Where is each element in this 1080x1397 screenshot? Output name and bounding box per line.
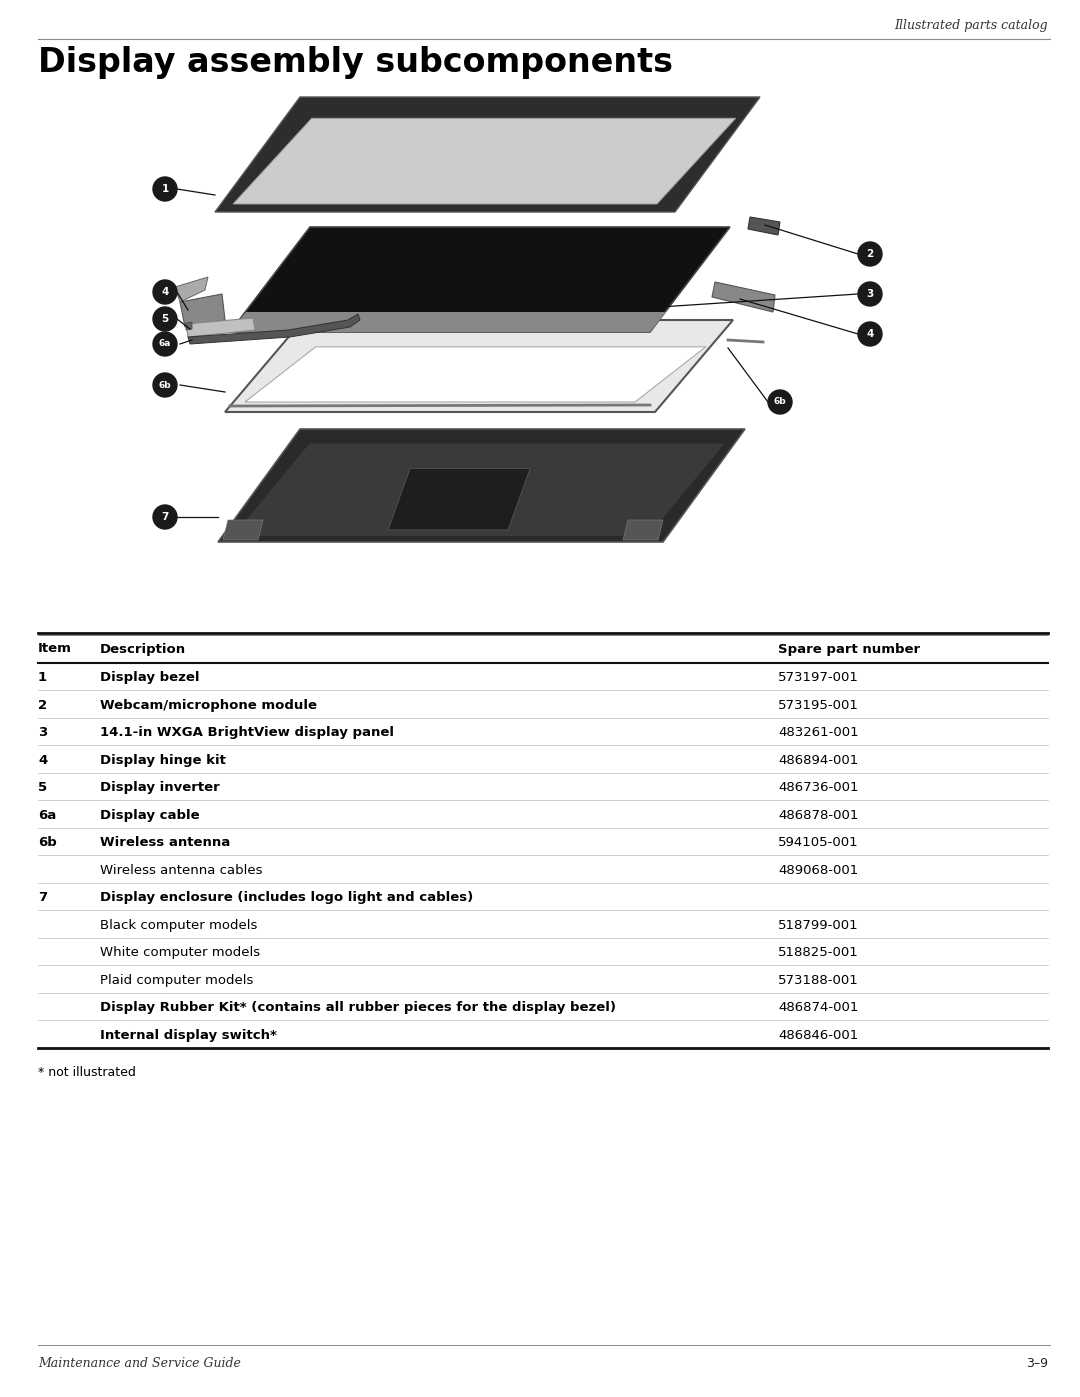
- Circle shape: [858, 242, 882, 265]
- Text: 1: 1: [38, 671, 48, 685]
- Polygon shape: [186, 319, 255, 337]
- Text: 3: 3: [866, 289, 874, 299]
- Text: Display cable: Display cable: [100, 809, 200, 821]
- Text: 594105-001: 594105-001: [778, 837, 859, 849]
- Polygon shape: [748, 217, 780, 235]
- Text: 6a: 6a: [159, 339, 172, 348]
- Text: 6b: 6b: [38, 837, 57, 849]
- Polygon shape: [712, 282, 775, 312]
- Text: 486874-001: 486874-001: [778, 1002, 859, 1014]
- Circle shape: [768, 390, 792, 414]
- Text: Black computer models: Black computer models: [100, 919, 257, 932]
- Text: Display assembly subcomponents: Display assembly subcomponents: [38, 46, 673, 80]
- Polygon shape: [233, 119, 735, 204]
- Polygon shape: [222, 520, 264, 541]
- Text: 573188-001: 573188-001: [778, 974, 859, 986]
- Polygon shape: [230, 226, 730, 332]
- Text: Internal display switch*: Internal display switch*: [100, 1028, 276, 1042]
- Text: * not illustrated: * not illustrated: [38, 1066, 136, 1078]
- Polygon shape: [188, 314, 360, 344]
- Text: Display bezel: Display bezel: [100, 671, 200, 685]
- Polygon shape: [623, 520, 663, 541]
- Text: Wireless antenna cables: Wireless antenna cables: [100, 863, 262, 877]
- Text: Maintenance and Service Guide: Maintenance and Service Guide: [38, 1356, 241, 1370]
- Polygon shape: [245, 346, 705, 402]
- Text: 14.1-in WXGA BrightView display panel: 14.1-in WXGA BrightView display panel: [100, 726, 394, 739]
- Polygon shape: [388, 468, 530, 529]
- Text: Description: Description: [100, 643, 186, 655]
- Text: 6b: 6b: [159, 380, 172, 390]
- Text: 3–9: 3–9: [1026, 1356, 1048, 1370]
- Text: Webcam/microphone module: Webcam/microphone module: [100, 698, 318, 711]
- Text: Illustrated parts catalog: Illustrated parts catalog: [894, 20, 1048, 32]
- Text: 2: 2: [866, 249, 874, 258]
- Text: 483261-001: 483261-001: [778, 726, 859, 739]
- Text: Display inverter: Display inverter: [100, 781, 219, 793]
- Polygon shape: [215, 96, 760, 212]
- Circle shape: [153, 279, 177, 305]
- Circle shape: [858, 321, 882, 346]
- Text: 518799-001: 518799-001: [778, 919, 859, 932]
- Circle shape: [153, 177, 177, 201]
- Text: Item: Item: [38, 643, 72, 655]
- Text: 573197-001: 573197-001: [778, 671, 859, 685]
- Text: 5: 5: [38, 781, 48, 793]
- Text: Display hinge kit: Display hinge kit: [100, 753, 226, 767]
- Text: 486736-001: 486736-001: [778, 781, 859, 793]
- Text: 6b: 6b: [773, 398, 786, 407]
- Text: Display enclosure (includes logo light and cables): Display enclosure (includes logo light a…: [100, 891, 473, 904]
- Text: Wireless antenna: Wireless antenna: [100, 837, 230, 849]
- Text: 518825-001: 518825-001: [778, 946, 859, 960]
- Text: 2: 2: [38, 698, 48, 711]
- Text: 5: 5: [161, 314, 168, 324]
- Polygon shape: [225, 320, 733, 412]
- Text: 489068-001: 489068-001: [778, 863, 859, 877]
- Text: 4: 4: [161, 286, 168, 298]
- Polygon shape: [186, 321, 192, 330]
- Circle shape: [153, 332, 177, 356]
- Text: 4: 4: [866, 330, 874, 339]
- Circle shape: [153, 504, 177, 529]
- Circle shape: [858, 282, 882, 306]
- Polygon shape: [180, 293, 225, 327]
- Text: 7: 7: [161, 511, 168, 522]
- Text: 6a: 6a: [38, 809, 56, 821]
- Text: 486878-001: 486878-001: [778, 809, 859, 821]
- Polygon shape: [230, 312, 666, 332]
- Polygon shape: [233, 443, 725, 536]
- Text: 7: 7: [38, 891, 48, 904]
- Text: 486846-001: 486846-001: [778, 1028, 859, 1042]
- Polygon shape: [175, 277, 208, 302]
- Text: Plaid computer models: Plaid computer models: [100, 974, 254, 986]
- Text: 486894-001: 486894-001: [778, 753, 859, 767]
- Text: 3: 3: [38, 726, 48, 739]
- Circle shape: [153, 307, 177, 331]
- Text: Display Rubber Kit* (contains all rubber pieces for the display bezel): Display Rubber Kit* (contains all rubber…: [100, 1002, 616, 1014]
- Text: 1: 1: [161, 184, 168, 194]
- Polygon shape: [218, 429, 745, 542]
- Text: Spare part number: Spare part number: [778, 643, 920, 655]
- Text: 4: 4: [38, 753, 48, 767]
- Text: White computer models: White computer models: [100, 946, 260, 960]
- Circle shape: [153, 373, 177, 397]
- Text: 573195-001: 573195-001: [778, 698, 859, 711]
